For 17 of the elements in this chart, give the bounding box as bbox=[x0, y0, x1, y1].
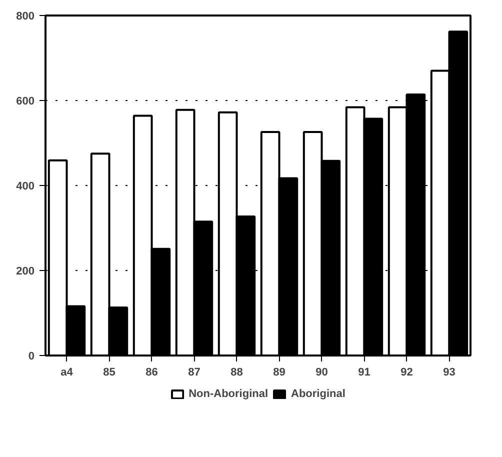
legend-label: Aboriginal bbox=[291, 388, 346, 400]
x-tick-label: 90 bbox=[316, 366, 328, 378]
x-tick-label: 91 bbox=[358, 366, 370, 378]
legend-label: Non-Aboriginal bbox=[188, 388, 268, 400]
x-tick-label: 85 bbox=[103, 366, 116, 378]
y-tick-label: 600 bbox=[16, 96, 35, 108]
y-tick-label: 0 bbox=[28, 350, 35, 362]
x-tick-label: 88 bbox=[230, 366, 243, 378]
x-tick-label: 86 bbox=[146, 366, 158, 378]
y-tick-label: 400 bbox=[16, 180, 35, 192]
x-tick-label: a4 bbox=[60, 366, 74, 378]
y-tick-label: 800 bbox=[16, 10, 35, 22]
x-tick-label: 87 bbox=[188, 366, 200, 378]
x-tick-label: 93 bbox=[443, 366, 456, 378]
x-tick-label: 92 bbox=[400, 366, 413, 378]
y-tick-label: 200 bbox=[16, 266, 35, 278]
x-tick-label: 89 bbox=[273, 366, 286, 378]
